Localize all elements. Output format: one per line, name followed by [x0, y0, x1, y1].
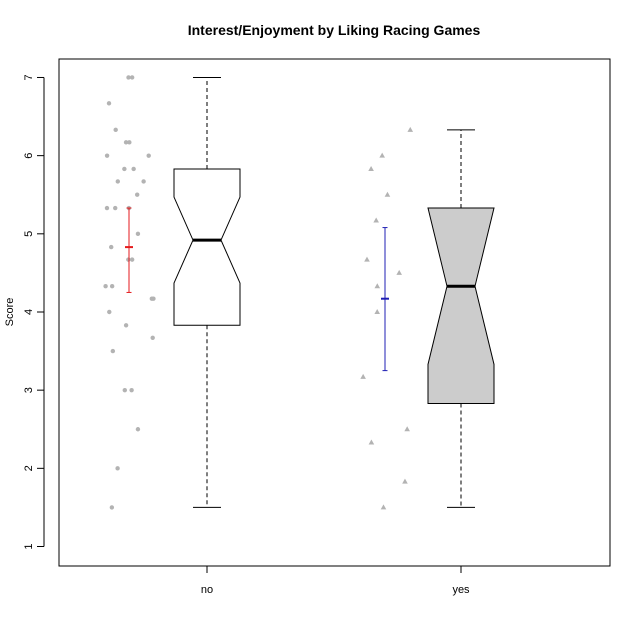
box-group-no — [103, 75, 241, 510]
x-tick-label: yes — [452, 584, 470, 596]
data-point — [127, 140, 132, 145]
y-tick-label: 2 — [23, 465, 35, 471]
y-tick-label: 7 — [23, 74, 35, 80]
data-point — [134, 192, 140, 197]
data-point — [110, 348, 116, 354]
data-point — [109, 244, 114, 250]
data-point — [126, 75, 131, 80]
data-point — [129, 257, 135, 262]
data-point — [146, 153, 151, 158]
data-point — [104, 153, 110, 158]
data-point — [402, 478, 408, 484]
data-point — [384, 191, 391, 197]
data-point — [122, 166, 127, 172]
data-point — [150, 335, 155, 340]
data-point — [396, 269, 402, 275]
data-point — [373, 217, 379, 223]
data-point — [115, 466, 120, 471]
box-group-yes — [360, 126, 495, 510]
data-point — [151, 296, 156, 301]
data-point — [135, 427, 141, 432]
data-point — [360, 373, 366, 379]
data-point — [113, 127, 118, 133]
data-point — [368, 439, 375, 445]
data-point — [103, 283, 108, 289]
chart-title: Interest/Enjoyment by Liking Racing Game… — [188, 22, 481, 38]
data-point — [374, 308, 381, 314]
data-point — [404, 426, 410, 432]
data-point — [106, 101, 112, 106]
data-point — [109, 505, 115, 510]
chart-marks: 1 2 3 4 5 6 7 no yes — [23, 74, 495, 596]
data-point — [364, 256, 370, 262]
data-point — [104, 205, 110, 211]
data-point — [122, 387, 128, 393]
plot-frame — [58, 58, 611, 567]
data-point — [379, 152, 385, 158]
data-point — [129, 75, 135, 80]
data-point — [135, 231, 141, 237]
data-point — [123, 323, 129, 328]
data-point — [107, 309, 112, 315]
data-point — [141, 179, 146, 184]
data-point — [109, 283, 115, 289]
data-point — [380, 504, 387, 510]
y-tick-label: 6 — [23, 153, 35, 159]
y-tick-label: 4 — [23, 309, 35, 315]
data-point — [115, 179, 120, 184]
data-point — [113, 205, 118, 211]
notched-box — [173, 168, 241, 326]
y-tick-label: 5 — [23, 231, 35, 237]
data-point — [126, 257, 131, 262]
y-tick-label: 3 — [23, 387, 35, 393]
data-point — [131, 166, 136, 172]
data-point — [129, 387, 134, 393]
data-point — [407, 126, 414, 132]
data-point — [123, 140, 129, 145]
notched-box — [427, 207, 495, 404]
data-point — [368, 165, 374, 171]
x-tick-label: no — [201, 584, 213, 596]
y-axis-title: Score — [4, 298, 16, 327]
y-tick-label: 1 — [23, 543, 35, 549]
data-point — [374, 283, 381, 289]
